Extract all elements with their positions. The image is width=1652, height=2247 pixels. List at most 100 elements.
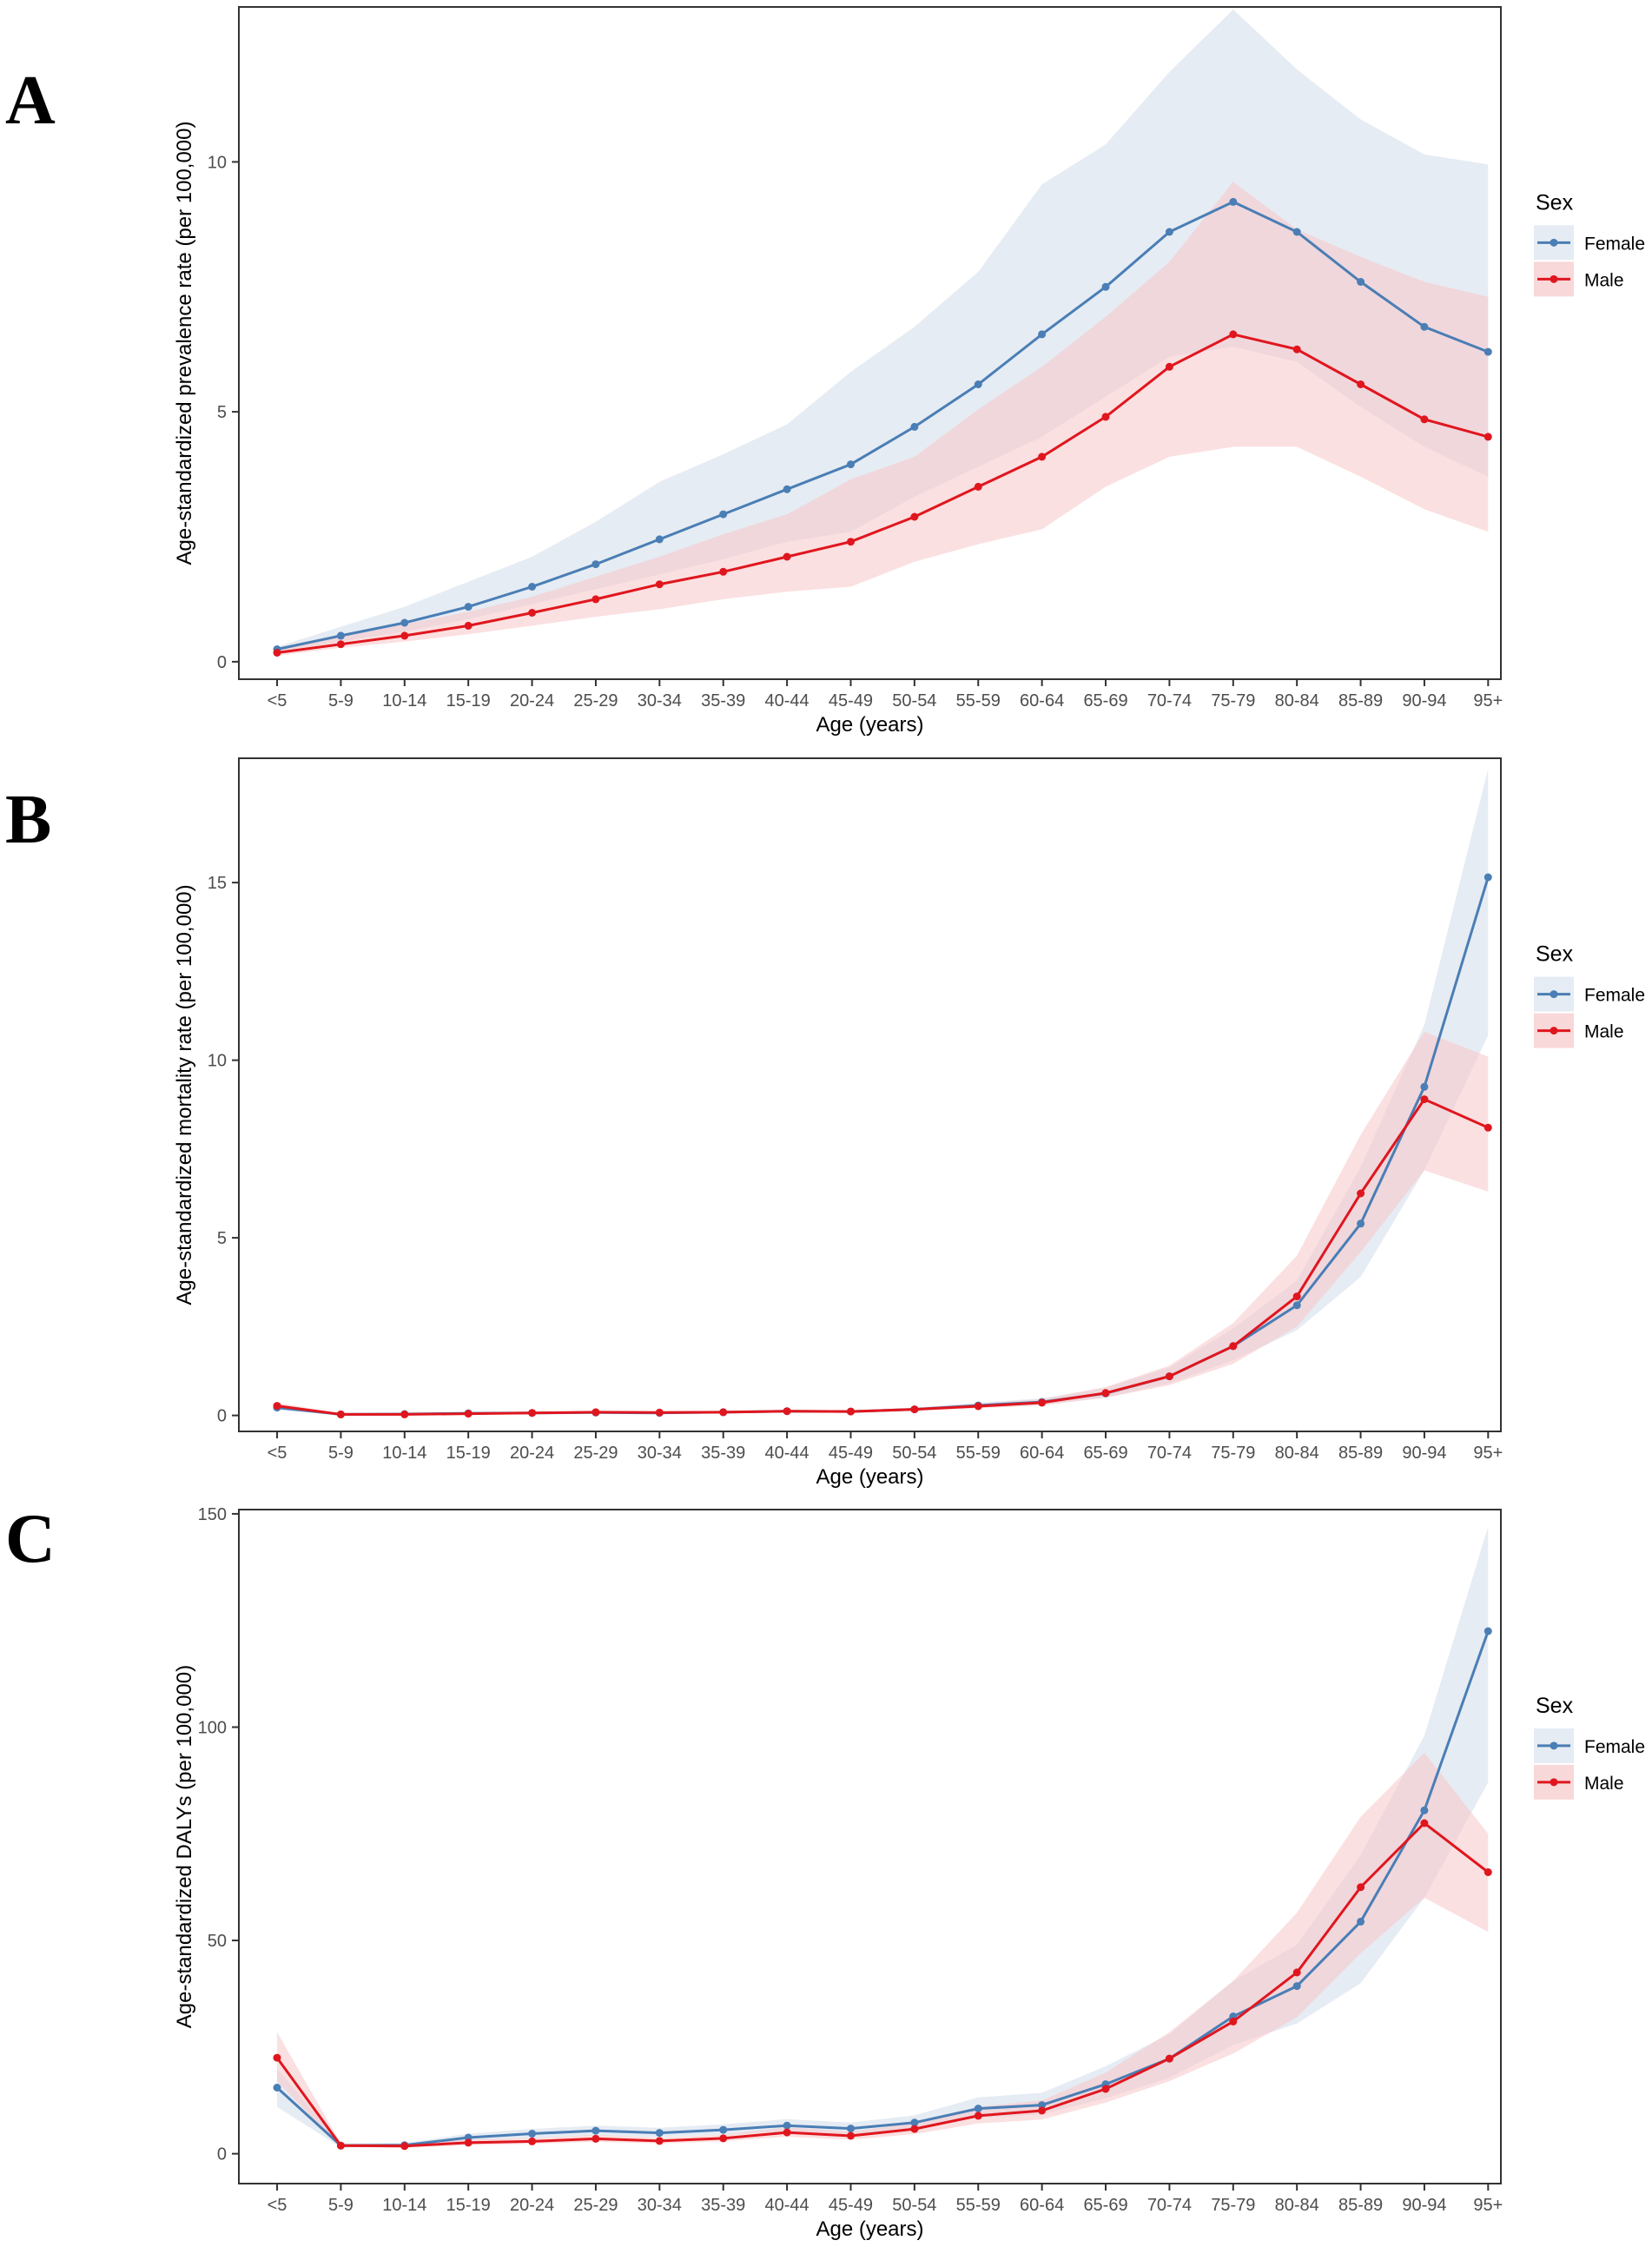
- point-male-10-14-b: [400, 1410, 409, 1418]
- x-tick-label-lt5-a: <5: [268, 691, 287, 710]
- y-tick-label-5-a: 5: [217, 403, 227, 422]
- x-tick-label-25-29-a: 25-29: [573, 691, 618, 710]
- point-female-80-84-b: [1292, 1301, 1301, 1310]
- x-tick-label-95plus-b: 95+: [1473, 1444, 1503, 1463]
- point-male-20-24-c: [528, 2137, 537, 2145]
- legend-title-a: Sex: [1536, 190, 1574, 215]
- point-female-55-59-a: [974, 380, 982, 388]
- point-male-15-19-b: [464, 1410, 472, 1418]
- x-axis-title-b: Age (years): [816, 1465, 923, 1489]
- y-tick-label-0-c: 0: [217, 2145, 227, 2164]
- x-tick-label-20-24-b: 20-24: [510, 1444, 554, 1463]
- x-tick-label-80-84-a: 80-84: [1275, 691, 1319, 710]
- x-tick-label-30-34-c: 30-34: [638, 2196, 682, 2215]
- x-tick-label-40-44-a: 40-44: [765, 691, 809, 710]
- point-male-25-29-c: [591, 2134, 600, 2143]
- y-tick-label-100-c: 100: [198, 1718, 227, 1737]
- x-tick-label-15-19-b: 15-19: [446, 1444, 491, 1463]
- x-axis-title-c: Age (years): [816, 2217, 923, 2241]
- point-male-35-39-a: [719, 567, 728, 576]
- point-male-5-9-b: [336, 1410, 345, 1418]
- point-male-65-69-a: [1101, 413, 1110, 421]
- x-tick-label-60-64-a: 60-64: [1020, 691, 1064, 710]
- point-female-30-34-a: [655, 535, 664, 544]
- x-tick-label-20-24-c: 20-24: [510, 2196, 554, 2215]
- point-male-70-74-b: [1165, 1372, 1173, 1381]
- x-tick-label-5-9-c: 5-9: [328, 2196, 354, 2215]
- x-tick-label-60-64-b: 60-64: [1020, 1444, 1064, 1463]
- point-male-80-84-a: [1292, 345, 1301, 354]
- x-tick-label-35-39-b: 35-39: [701, 1444, 745, 1463]
- x-tick-label-15-19-c: 15-19: [446, 2196, 491, 2215]
- series-line-male-c: [275, 1821, 1490, 2148]
- x-tick-label-10-14-c: 10-14: [382, 2196, 426, 2215]
- point-male-40-44-b: [783, 1407, 791, 1416]
- point-female-25-29-a: [591, 560, 600, 569]
- point-male-50-54-b: [910, 1405, 919, 1414]
- plot-frame-c: [238, 1509, 1502, 2184]
- point-female-65-69-a: [1101, 282, 1110, 291]
- x-tick-label-85-89-b: 85-89: [1338, 1444, 1383, 1463]
- x-tick-label-10-14-b: 10-14: [382, 1444, 426, 1463]
- x-tick-label-95plus-a: 95+: [1473, 691, 1503, 710]
- point-female-40-44-c: [783, 2121, 791, 2130]
- panel-letter-b: B: [5, 782, 52, 858]
- point-female-75-79-a: [1229, 197, 1238, 206]
- point-male-lt5-a: [273, 649, 281, 657]
- point-male-10-14-a: [400, 631, 409, 640]
- point-male-90-94-b: [1420, 1095, 1429, 1104]
- x-tick-label-50-54-b: 50-54: [892, 1444, 936, 1463]
- point-female-45-49-a: [847, 460, 855, 469]
- point-male-95plus-c: [1483, 1868, 1492, 1876]
- point-male-50-54-a: [910, 512, 919, 521]
- x-tick-label-80-84-c: 80-84: [1275, 2196, 1319, 2215]
- legend-key-dot-female-c: [1550, 1741, 1558, 1750]
- point-female-70-74-a: [1165, 228, 1173, 236]
- panel-letter-c: C: [5, 1501, 56, 1577]
- series-line-female-a: [276, 200, 1489, 651]
- point-male-90-94-a: [1420, 415, 1429, 424]
- x-tick-label-85-89-c: 85-89: [1338, 2196, 1383, 2215]
- point-female-25-29-c: [591, 2126, 600, 2135]
- x-tick-label-20-24-a: 20-24: [510, 691, 554, 710]
- point-male-50-54-c: [910, 2125, 919, 2133]
- point-male-35-39-b: [719, 1408, 728, 1417]
- x-tick-label-90-94-a: 90-94: [1402, 691, 1446, 710]
- point-male-95plus-a: [1483, 433, 1492, 441]
- y-tick-label-50-c: 50: [208, 1932, 227, 1951]
- point-male-60-64-b: [1038, 1398, 1047, 1407]
- legend-title-b: Sex: [1536, 942, 1574, 967]
- legend-key-dot-female-b: [1550, 990, 1558, 999]
- point-female-5-9-a: [336, 631, 345, 640]
- point-male-5-9-a: [336, 640, 345, 649]
- legend-key-dot-male-a: [1550, 274, 1558, 283]
- x-tick-label-65-69-c: 65-69: [1083, 2196, 1127, 2215]
- point-female-50-54-c: [910, 2118, 919, 2127]
- x-tick-label-35-39-c: 35-39: [701, 2196, 745, 2215]
- y-axis-title-a: Age-standardized prevalence rate (per 10…: [173, 122, 196, 565]
- legend-key-dot-male-c: [1550, 1778, 1558, 1787]
- y-tick-label-150-c: 150: [198, 1505, 227, 1524]
- point-male-95plus-b: [1483, 1123, 1492, 1132]
- point-female-80-84-c: [1292, 1982, 1301, 1991]
- x-tick-label-30-34-a: 30-34: [638, 691, 682, 710]
- legend-key-dot-female-a: [1550, 238, 1558, 247]
- x-tick-label-40-44-c: 40-44: [765, 2196, 809, 2215]
- point-male-10-14-c: [400, 2142, 409, 2151]
- x-tick-label-90-94-b: 90-94: [1402, 1444, 1446, 1463]
- x-tick-label-85-89-a: 85-89: [1338, 691, 1383, 710]
- y-axis-title-b: Age-standardized mortality rate (per 100…: [173, 884, 196, 1305]
- x-tick-label-10-14-a: 10-14: [382, 691, 426, 710]
- uncertainty-band-female-a: [277, 9, 1489, 652]
- x-tick-label-55-59-b: 55-59: [956, 1444, 1001, 1463]
- x-tick-label-lt5-b: <5: [268, 1444, 287, 1463]
- plot-frame-b: [238, 757, 1502, 1432]
- x-tick-label-15-19-a: 15-19: [446, 691, 491, 710]
- point-male-25-29-a: [591, 595, 600, 604]
- point-male-70-74-c: [1165, 2054, 1173, 2063]
- x-tick-label-65-69-b: 65-69: [1083, 1444, 1127, 1463]
- x-tick-label-55-59-c: 55-59: [956, 2196, 1001, 2215]
- point-female-95plus-a: [1483, 347, 1492, 356]
- point-female-35-39-a: [719, 510, 728, 519]
